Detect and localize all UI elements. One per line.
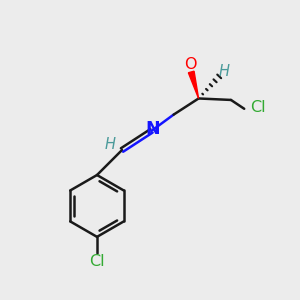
Text: Cl: Cl	[89, 254, 105, 269]
Text: H: H	[219, 64, 230, 79]
Text: H: H	[104, 137, 115, 152]
Text: N: N	[146, 120, 160, 138]
Text: O: O	[184, 57, 197, 72]
Text: Cl: Cl	[250, 100, 265, 115]
Polygon shape	[188, 71, 199, 98]
